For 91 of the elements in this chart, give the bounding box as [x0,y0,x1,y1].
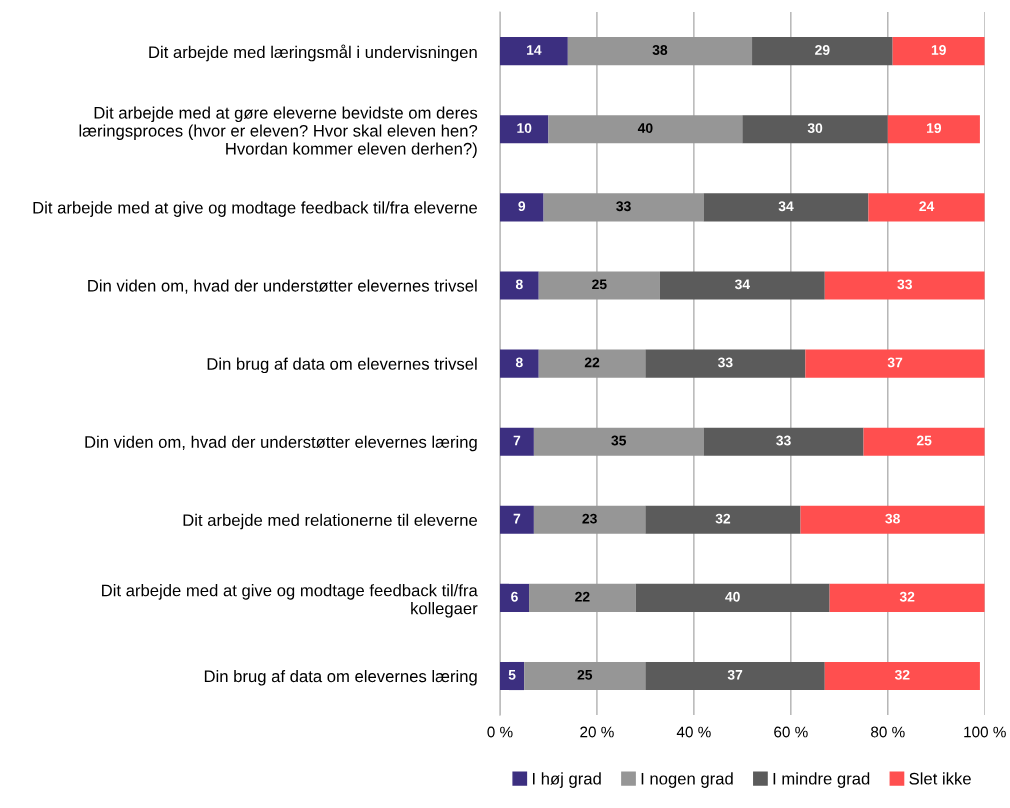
data-label: 8 [515,357,523,368]
bar [543,193,704,222]
bar [887,115,980,144]
bar [645,349,806,378]
data-label: 25 [916,435,932,446]
bar [645,661,825,691]
bar [752,37,893,66]
y-tick-label: Din brug af data om elevernes læring [204,669,477,686]
data-label: 38 [652,45,668,55]
y-tick-label: Din viden om, hvad der understøtter elevernes trivsel [88,279,477,294]
data-label: 19 [931,45,946,55]
data-label: 23 [582,513,597,524]
data-label: 32 [894,669,910,680]
bar [824,661,980,691]
legend-label: I høj grad [532,772,601,788]
y-tick-label: Dit arbejde med læringsmål i undervisningen [149,44,477,62]
data-label: 32 [899,591,915,602]
legend-label: Slet ikke [909,772,971,785]
data-label: 35 [611,435,627,446]
bar [703,193,869,222]
y-tick-label: Dit arbejde med at give og modtage feedback til/fra kollegaer [102,584,478,618]
data-label: 24 [919,201,935,211]
data-label: 34 [778,201,794,212]
data-label: 40 [637,123,653,134]
bar [635,583,830,612]
bar [868,193,985,222]
data-label: 10 [517,123,532,134]
bar [863,427,985,456]
bar [499,349,539,378]
bar [533,427,704,456]
data-label: 29 [815,45,830,55]
data-label: 8 [515,279,523,290]
bar [645,505,801,534]
bar [499,661,525,691]
data-label: 19 [927,123,942,134]
bar [829,583,985,612]
y-tick-label: Din viden om, hvad der understøtter elevernes læring [85,435,477,452]
x-tick-label: 20 % [580,726,614,738]
bar [659,271,825,300]
bar [892,37,985,66]
bar [499,193,544,222]
data-label: 9 [518,201,526,212]
bar [567,37,753,66]
bar [824,271,985,300]
bar [529,583,636,612]
data-label: 14 [527,45,542,55]
bar [524,661,646,691]
data-label: 40 [725,591,740,602]
data-label: 7 [513,513,521,524]
data-label: 5 [508,670,516,680]
y-tick-label: Dit arbejde med at give og modtage feedback til/fra eleverne [33,201,478,217]
data-label: 33 [717,357,733,368]
bar [499,583,530,612]
y-tick-label: Dit arbejde med relationerne til eleverne [183,513,478,530]
bar [742,115,888,144]
bar [538,271,660,300]
data-label: 33 [897,279,912,290]
bar [538,349,646,378]
data-label: 25 [592,279,607,290]
data-label: 22 [584,357,600,368]
bar [548,115,743,144]
data-label: 30 [807,123,823,134]
legend-label: I mindre grad [773,772,870,788]
bar [703,427,864,456]
data-label: 34 [734,279,750,290]
data-label: 38 [885,513,900,524]
bar [499,115,549,144]
x-tick-label: 40 % [676,726,711,738]
bar [499,271,539,300]
y-tick-label: Dit arbejde med at gøre eleverne bevidste om deres læringsproces (hvor er eleven? Hvor skal eleven hen? Hvordan kommer eleven derhen?) [79,106,478,158]
x-tick-label: 100 % [964,726,1006,738]
bar [533,505,646,534]
data-label: 33 [776,435,791,446]
legend-label: I nogen grad [641,772,733,788]
x-tick-label: 60 % [774,726,808,738]
data-label: 33 [616,201,631,212]
x-tick-label: 0 % [487,726,513,738]
data-label: 22 [575,591,590,602]
data-label: 37 [727,669,743,680]
bar [499,37,568,66]
bar [499,427,534,456]
bar [800,505,985,534]
bar [499,505,534,534]
bar [805,349,985,378]
data-label: 7 [513,435,521,446]
x-tick-label: 80 % [871,726,905,738]
data-label: 32 [715,513,731,524]
data-label: 25 [577,669,593,680]
data-label: 6 [511,591,518,602]
data-label: 37 [887,357,903,368]
y-tick-label: Din brug af data om elevernes trivsel [207,357,477,374]
